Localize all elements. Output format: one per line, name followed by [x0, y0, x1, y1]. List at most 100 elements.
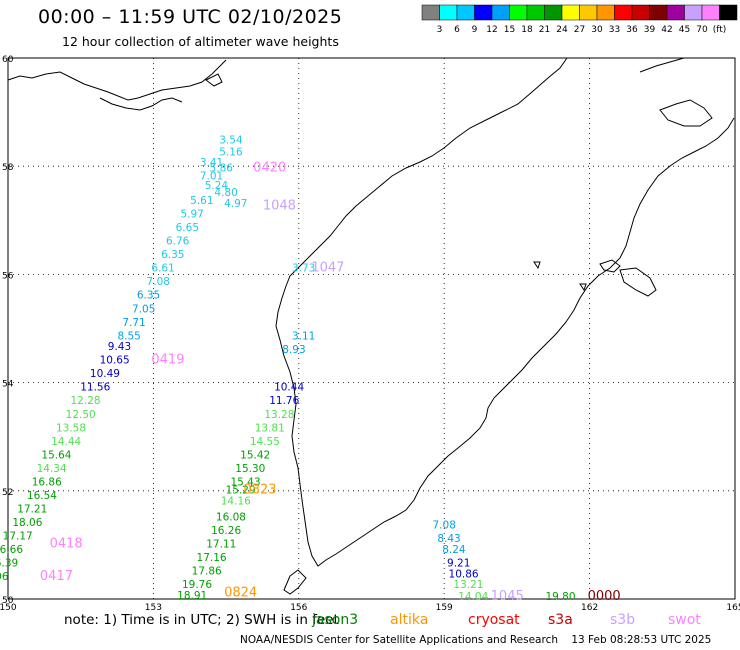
- legend-label: 21: [539, 25, 550, 35]
- legend-label: 12: [486, 25, 497, 35]
- legend-label: 30: [591, 25, 603, 35]
- satellite-name: cryosat: [468, 612, 520, 628]
- wave-height-label: 17.17: [3, 530, 33, 542]
- wave-height-label: 8.43: [437, 533, 460, 545]
- shantar-bay-islands: [205, 73, 223, 87]
- wave-height-label: 16.08: [216, 512, 246, 524]
- legend-label: 6: [454, 25, 460, 35]
- x-tick-label: 156: [290, 603, 307, 613]
- page-subtitle: 12 hour collection of altimeter wave hei…: [62, 34, 339, 49]
- legend-label: 36: [626, 25, 638, 35]
- wave-height-label: 18.06: [12, 517, 42, 529]
- y-tick-label: 60: [2, 55, 14, 65]
- wave-height-label: 17.06: [0, 571, 9, 583]
- northern-island: [639, 57, 713, 127]
- wave-height-label: 7.08: [147, 276, 170, 288]
- wave-height-label: 3.54: [219, 134, 243, 146]
- x-tick-label: 159: [436, 603, 453, 613]
- wave-height-label: 16.26: [211, 525, 241, 537]
- wave-height-label: 14.04: [458, 591, 488, 603]
- wave-height-label: 5.24: [205, 180, 229, 192]
- legend-label: 39: [644, 25, 656, 35]
- wave-height-label: 15.43: [230, 476, 260, 488]
- x-tick-label: 150: [0, 603, 17, 613]
- magadan-coast: [7, 59, 227, 101]
- satellite-name: s3b: [610, 612, 636, 628]
- wave-height-label: 6.35: [137, 290, 160, 302]
- satellite-name: swot: [668, 612, 701, 628]
- y-tick-label: 56: [2, 271, 14, 281]
- wave-height-label: 15.42: [240, 449, 270, 461]
- wave-height-label: 4.97: [224, 198, 247, 210]
- y-tick-label: 58: [2, 163, 14, 173]
- pass-time-label: 0823: [243, 483, 276, 498]
- wave-height-label: 10.65: [100, 355, 130, 367]
- wave-height-label: 4.80: [214, 187, 237, 199]
- wave-height-label: 13.81: [255, 422, 285, 434]
- wave-height-label: 10.44: [274, 382, 304, 394]
- wave-height-label: 14.16: [221, 495, 251, 507]
- legend-label: 3: [437, 25, 443, 35]
- wave-height-label: 8.93: [282, 344, 305, 356]
- axis-tick-labels: 150 153 156 159 162 165 60 58 56 54 52 50: [0, 55, 740, 613]
- wave-height-label: 17.16: [197, 552, 227, 564]
- page-title: 00:00 – 11:59 UTC 02/10/2025: [38, 6, 343, 28]
- legend-label: 15: [504, 25, 515, 35]
- island-small-3: [579, 283, 587, 292]
- color-legend: 3 6 9 12 15 18 21 24 27 30 33 36 39 42 45 70 (ft): [421, 4, 738, 35]
- wave-height-label: 11.56: [80, 382, 110, 394]
- map-frame: [7, 57, 736, 600]
- wave-height-label: 16.66: [0, 544, 23, 556]
- wave-height-label: 15.30: [235, 463, 265, 475]
- graticule: [8, 58, 735, 599]
- pass-time-label: 0420: [253, 161, 286, 176]
- paramushir-island: [283, 569, 307, 595]
- wave-height-label: 16.54: [27, 490, 57, 502]
- wave-height-label: 16.39: [0, 558, 18, 570]
- wave-height-label: 6.61: [151, 263, 174, 275]
- pass-time-label: 0000: [588, 589, 621, 604]
- x-tick-label: 165: [726, 603, 740, 613]
- wave-height-label: 11.76: [269, 395, 299, 407]
- wave-height-label: 7.05: [132, 303, 155, 315]
- wave-height-label: 13.21: [453, 579, 483, 591]
- footnote: note: 1) Time is in UTC; 2) SWH is in fe…: [64, 612, 339, 628]
- wave-height-label: 7.08: [433, 520, 456, 532]
- wave-height-label: 17.21: [17, 503, 47, 515]
- kamchatka-coast: [275, 57, 735, 567]
- legend-label: 33: [609, 25, 620, 35]
- x-tick-label: 162: [581, 603, 598, 613]
- wave-height-label: 13.58: [56, 422, 86, 434]
- island-small-1: [599, 259, 621, 273]
- wave-height-label: 16.86: [32, 476, 62, 488]
- wave-height-label: 7.01: [200, 171, 223, 183]
- wave-height-label: 14.34: [37, 463, 67, 475]
- wave-height-label: 15.29: [226, 485, 256, 497]
- wave-height-label: 9.43: [108, 341, 131, 353]
- wave-height-label: 17.11: [206, 539, 236, 551]
- wave-height-label: 18.91: [177, 590, 207, 602]
- wave-height-label: 5.97: [180, 209, 203, 221]
- wave-height-label: 14.55: [250, 436, 280, 448]
- coastline: [7, 57, 735, 595]
- wave-height-label: 10.86: [449, 568, 479, 580]
- wave-height-label: 9.21: [447, 558, 470, 570]
- pass-time-label: 0418: [50, 537, 83, 552]
- wave-height-label: 8.55: [117, 330, 140, 342]
- legend-label: (ft): [713, 25, 727, 35]
- koni-peninsula: [99, 97, 183, 111]
- altimeter-labels: 3.545.163.415.867.015.244.805.61 4.97 5.97…: [0, 134, 621, 604]
- wave-height-label: 6.65: [176, 222, 199, 234]
- pass-time-label: 0419: [151, 353, 184, 368]
- y-tick-label: 52: [2, 488, 13, 498]
- pass-time-label: 1048: [263, 198, 296, 213]
- legend-swatch: [719, 4, 738, 21]
- wave-height-label: 12.50: [66, 409, 96, 421]
- wave-height-label: 8.24: [442, 544, 466, 556]
- wave-height-label: 3.41: [200, 157, 223, 169]
- y-tick-label: 54: [2, 380, 14, 390]
- satellite-name: altika: [390, 612, 429, 628]
- pass-time-label: 0417: [40, 569, 73, 584]
- credit-line: NOAA/NESDIS Center for Satellite Applica…: [240, 634, 712, 646]
